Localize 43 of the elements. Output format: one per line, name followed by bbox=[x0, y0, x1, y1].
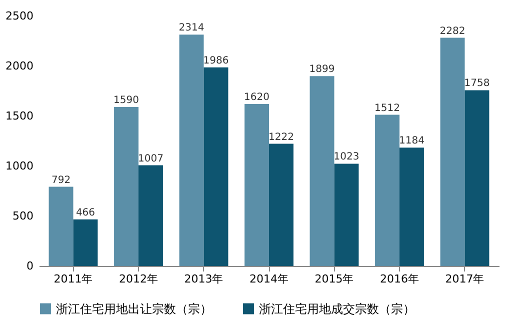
bar bbox=[375, 114, 400, 266]
bar bbox=[334, 164, 359, 266]
data-label: 1590 bbox=[114, 95, 139, 106]
data-label: 1184 bbox=[399, 136, 424, 147]
y-tick-label: 1500 bbox=[6, 110, 34, 122]
data-label: 1899 bbox=[309, 64, 335, 76]
x-tick-label: 2014年 bbox=[250, 272, 288, 286]
data-label: 466 bbox=[76, 207, 96, 218]
bar bbox=[440, 38, 465, 266]
x-tick-label: 2013年 bbox=[184, 272, 224, 286]
x-tick-label: 2015年 bbox=[314, 272, 354, 286]
bar bbox=[310, 76, 334, 266]
y-tick-label: 2500 bbox=[6, 10, 34, 22]
data-label: 1007 bbox=[138, 153, 164, 164]
data-label: 1512 bbox=[374, 102, 400, 114]
data-label: 792 bbox=[51, 174, 71, 186]
data-label: 2282 bbox=[440, 26, 466, 37]
x-tick-label: 2016年 bbox=[380, 272, 419, 286]
bar bbox=[179, 34, 204, 266]
y-tick-label: 500 bbox=[12, 210, 34, 222]
bar bbox=[464, 90, 490, 266]
y-tick-label: 2000 bbox=[6, 60, 34, 72]
data-label: 1023 bbox=[334, 152, 360, 163]
data-label: 2314 bbox=[178, 22, 204, 34]
legend-label: 浙江住宅用地出让宗数（宗） bbox=[56, 302, 212, 316]
bar bbox=[48, 186, 74, 266]
x-tick-label: 2011年 bbox=[54, 272, 93, 286]
y-tick-label: 0 bbox=[26, 260, 34, 272]
bar bbox=[399, 148, 424, 266]
bar bbox=[138, 165, 163, 266]
data-label: 1222 bbox=[268, 132, 294, 143]
legend-label: 浙江住宅用地成交宗数（宗） bbox=[259, 302, 415, 316]
data-label: 1620 bbox=[244, 92, 270, 103]
data-label: 1986 bbox=[203, 55, 229, 66]
bar bbox=[114, 107, 139, 266]
bar bbox=[269, 144, 294, 266]
bar bbox=[73, 219, 98, 266]
x-tick-label: 2012年 bbox=[119, 272, 158, 286]
bar bbox=[204, 67, 228, 266]
x-tick-label: 2017年 bbox=[445, 272, 484, 286]
y-tick-label: 1000 bbox=[6, 160, 34, 172]
bar bbox=[244, 104, 269, 266]
data-label: 1758 bbox=[464, 78, 490, 90]
